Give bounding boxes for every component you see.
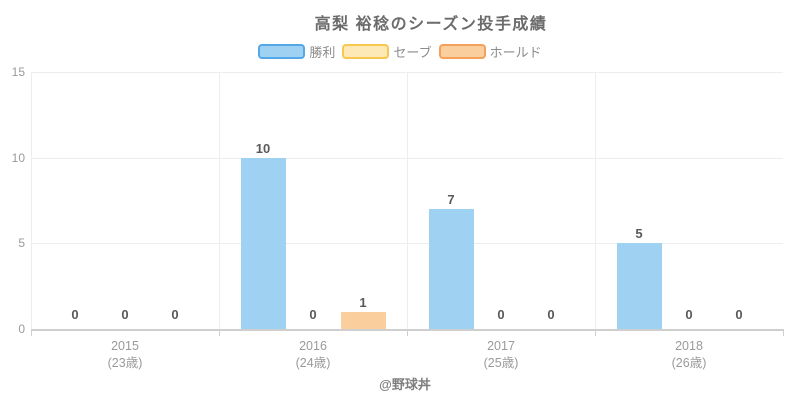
bar-holds-2016 bbox=[340, 311, 386, 329]
bar-wins-2017 bbox=[428, 209, 474, 329]
value-label-saves-2016: 0 bbox=[309, 307, 317, 322]
value-label-wins-2016: 10 bbox=[255, 140, 271, 156]
x-axis-tick-2015 bbox=[31, 329, 32, 336]
x-axis-tick-2018 bbox=[595, 329, 596, 336]
legend-label-wins: 勝利 bbox=[309, 45, 336, 60]
gridline-x-2018 bbox=[595, 72, 596, 329]
x-label-2015: 2015 (23歳) bbox=[65, 338, 185, 372]
x-label-year: 2015 bbox=[111, 339, 139, 353]
x-label-2017: 2017 (25歳) bbox=[441, 338, 561, 372]
gridline-x-2017 bbox=[407, 72, 408, 329]
legend-swatch-wins bbox=[258, 44, 306, 59]
x-label-age: (25歳) bbox=[483, 356, 519, 370]
x-label-year: 2017 bbox=[487, 339, 515, 353]
gridline-x-2016 bbox=[219, 72, 220, 329]
legend-item-saves: セーブ bbox=[342, 42, 432, 61]
y-tick-label-5: 5 bbox=[18, 236, 25, 251]
x-label-2016: 2016 (24歳) bbox=[253, 338, 373, 372]
value-label-saves-2018: 0 bbox=[685, 307, 693, 322]
value-label-wins-2015: 0 bbox=[71, 307, 79, 322]
credit-watermark: @野球丼 bbox=[379, 377, 431, 392]
x-label-age: (24歳) bbox=[295, 356, 331, 370]
legend: 勝利 セーブ ホールド bbox=[0, 42, 800, 61]
x-axis-tick-2016 bbox=[219, 329, 220, 336]
value-label-holds-2018: 0 bbox=[735, 307, 743, 322]
legend-swatch-holds bbox=[438, 44, 486, 59]
value-label-holds-2015: 0 bbox=[171, 307, 179, 322]
legend-item-wins: 勝利 bbox=[258, 42, 335, 61]
legend-label-saves: セーブ bbox=[393, 45, 432, 60]
bar-wins-2016 bbox=[240, 157, 286, 329]
x-label-age: (23歳) bbox=[107, 356, 143, 370]
legend-item-holds: ホールド bbox=[438, 42, 542, 61]
legend-label-holds: ホールド bbox=[489, 45, 542, 60]
x-label-year: 2016 bbox=[299, 339, 327, 353]
value-label-wins-2017: 7 bbox=[447, 192, 455, 208]
x-axis-tick-end bbox=[783, 329, 784, 336]
x-label-age: (26歳) bbox=[671, 356, 707, 370]
value-label-saves-2015: 0 bbox=[121, 307, 129, 322]
bar-wins-2018 bbox=[616, 243, 662, 329]
chart-title: 高梨 裕稔のシーズン投手成績 bbox=[314, 16, 548, 33]
value-label-saves-2017: 0 bbox=[497, 307, 505, 322]
value-label-holds-2017: 0 bbox=[547, 307, 555, 322]
x-label-2018: 2018 (26歳) bbox=[629, 338, 749, 372]
value-label-wins-2018: 5 bbox=[635, 226, 643, 242]
x-axis-tick-2017 bbox=[407, 329, 408, 336]
gridline-x-2015 bbox=[31, 72, 32, 329]
y-tick-label-0: 0 bbox=[18, 322, 25, 336]
value-label-holds-2016: 1 bbox=[359, 294, 367, 310]
legend-swatch-saves bbox=[342, 44, 390, 59]
y-tick-label-15: 15 bbox=[11, 65, 25, 79]
y-tick-label-10: 10 bbox=[11, 150, 25, 165]
x-label-year: 2018 bbox=[675, 339, 703, 353]
